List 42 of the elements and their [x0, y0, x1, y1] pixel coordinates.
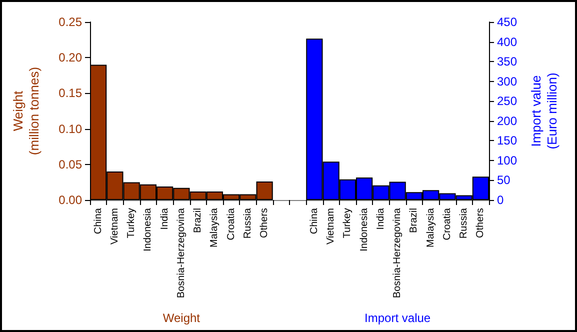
x-tick-label: Malaysia	[209, 208, 220, 248]
x-tick-label: Turkey	[126, 208, 138, 238]
x-tick-label: Brazil	[408, 208, 420, 234]
y-axis-title: Weight (million tonnes)	[10, 66, 42, 156]
x-tick-label: Others	[475, 208, 486, 238]
y2-tick-label: 150	[497, 134, 518, 148]
x-tick-label: China	[92, 208, 104, 234]
y-tick-label: 0.10	[58, 122, 82, 136]
y-tick-label: 0.25	[58, 15, 82, 29]
x-tick-label: Vietnam	[326, 208, 337, 245]
x-tick-label: India	[159, 208, 170, 230]
x-tick-label: India	[375, 208, 386, 230]
x-tick-label: Croatia	[442, 208, 453, 240]
x-tick-label: Others	[259, 208, 270, 238]
y2-tick-label: 450	[497, 15, 518, 29]
x-tick-label: Bosnia-Herzegovina	[392, 208, 404, 298]
y-tick-label: 0.05	[58, 157, 82, 172]
y2-tick-label: 250	[497, 94, 518, 108]
text: Weight	[162, 311, 201, 325]
y2-axis-title: Import value (Euro million)	[528, 72, 560, 150]
y2-tick-label: 350	[497, 54, 518, 69]
y2-tick-label: 0	[497, 193, 504, 207]
x-tick-label: Brazil	[192, 208, 204, 234]
y2-tick-label: 50	[497, 173, 511, 188]
x-tick-label: Malaysia	[425, 208, 436, 248]
x-tick-label: Indonesia	[358, 208, 370, 252]
y2-tick-label: 300	[497, 74, 518, 88]
x-tick-label: Vietnam	[109, 208, 120, 245]
y2-tick-label: 400	[497, 34, 518, 49]
y2-tick-label: 100	[497, 153, 518, 168]
x-tick-label: Turkey	[342, 208, 354, 238]
y2-tick-label: 200	[497, 114, 518, 128]
x-tick-label: Croatia	[226, 208, 237, 240]
x-tick-label: Russia	[458, 208, 470, 239]
x-tick-label: China	[308, 208, 320, 234]
y-tick-label: 0.15	[58, 86, 82, 100]
x-tick-label: Bosnia-Herzegovina	[176, 208, 187, 298]
y-tick-label: 0.00	[58, 193, 82, 207]
text: Import value	[364, 311, 431, 325]
x-tick-label: Indonesia	[142, 208, 154, 252]
x-tick-label: Russia	[242, 208, 254, 239]
y-tick-label: 0.20	[58, 50, 82, 65]
